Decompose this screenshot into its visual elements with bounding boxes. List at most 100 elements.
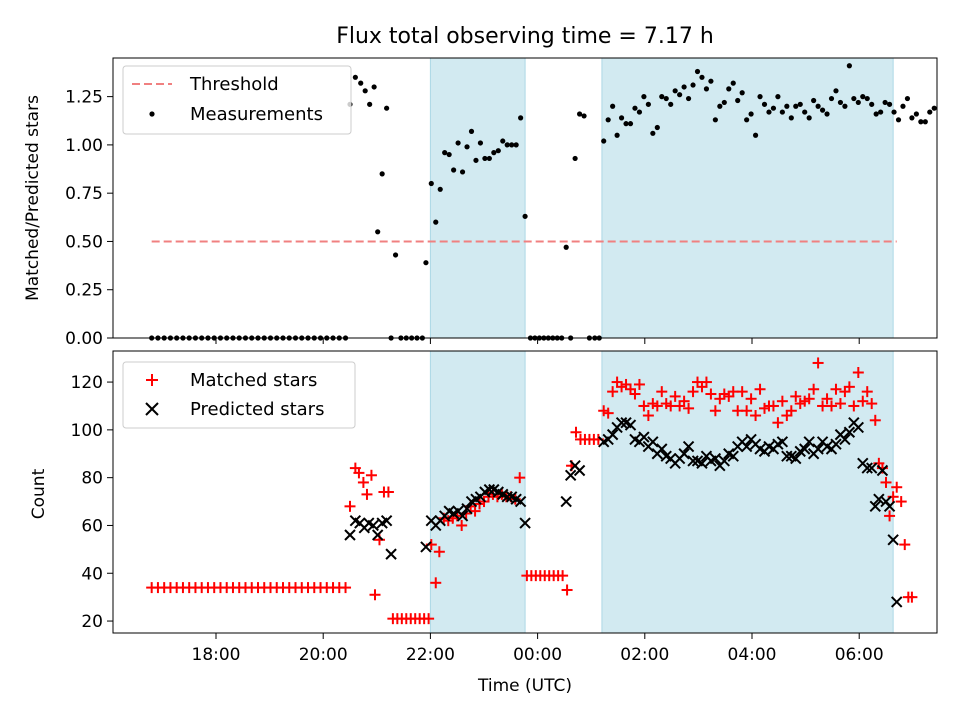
predicted-marker	[560, 495, 572, 508]
y-tick-label: 0.75	[65, 184, 103, 204]
count-legend: Matched stars Predicted stars	[122, 361, 356, 429]
matched-marker	[433, 546, 445, 558]
matched-marker	[869, 414, 881, 426]
measurement-point	[717, 103, 723, 109]
predicted-marker	[696, 457, 708, 470]
measurements-legend-label: Measurements	[190, 104, 323, 125]
predicted-marker	[740, 440, 753, 453]
measurement-point	[770, 105, 777, 111]
matched-marker	[683, 402, 695, 414]
x-tick-label: 20:00	[299, 645, 348, 665]
matched-marker	[772, 417, 784, 429]
predicted-marker	[798, 443, 811, 455]
measurement-point	[473, 157, 479, 163]
measurement-point	[904, 95, 911, 102]
count-x-ticks: 18:00 20:00 22:00 00:00 02:00 04:00 06:00	[192, 633, 884, 665]
predicted-marker	[519, 517, 531, 529]
matched-marker	[895, 496, 907, 508]
measurement-point	[886, 101, 893, 107]
matched-marker	[430, 577, 442, 589]
predicted-marker	[456, 510, 469, 522]
measurement-point	[869, 101, 875, 107]
measurement-point	[491, 150, 497, 156]
measurement-point	[775, 94, 781, 100]
predicted-marker	[385, 548, 397, 560]
measurement-point	[459, 169, 466, 175]
measurement-point	[677, 92, 683, 98]
measurement-point	[482, 155, 488, 162]
matched-marker	[669, 390, 681, 402]
measurement-point	[618, 115, 625, 121]
matched-marker	[700, 376, 712, 388]
matched-marker	[754, 383, 766, 395]
matched-marker	[656, 386, 668, 398]
predicted-marker	[865, 462, 878, 474]
measurement-point	[486, 155, 492, 162]
measurement-point	[681, 84, 687, 90]
matched-marker	[642, 410, 654, 422]
ratio-shaded-intervals	[429, 57, 894, 339]
measurement-point	[572, 155, 578, 162]
predicted-legend-label: Predicted stars	[190, 399, 324, 420]
matched-marker	[357, 476, 369, 488]
measurement-point	[873, 111, 879, 117]
matched-marker	[633, 378, 645, 390]
matched-marker	[884, 510, 896, 522]
matched-marker	[629, 388, 641, 400]
measurement-point	[828, 95, 835, 102]
matched-marker	[821, 393, 833, 405]
matched-marker	[361, 488, 373, 500]
measurement-point	[837, 99, 844, 106]
measurement-point	[864, 95, 870, 102]
measurement-point	[846, 63, 852, 69]
measurement-point	[623, 121, 629, 127]
ratio-y-axis-label: Matched/Predicted stars	[23, 95, 43, 301]
matched-marker	[861, 386, 873, 398]
y-tick-label: 40	[81, 564, 103, 584]
measurement-point	[504, 142, 510, 148]
matched-marker	[369, 589, 381, 601]
matched-marker	[736, 386, 748, 398]
matched-marker	[745, 393, 757, 405]
measurement-point	[757, 94, 763, 100]
measurement-point	[367, 101, 373, 107]
predicted-marker	[869, 500, 881, 513]
y-tick-label: 0.50	[65, 232, 103, 252]
count-axes: 20 40 60 80 100 120 18:00 20:00 22:00 00:00 02:00…	[29, 350, 938, 696]
matched-marker	[776, 395, 788, 407]
measurement-point	[806, 115, 812, 121]
measurement-point	[371, 84, 377, 90]
measurement-point	[703, 86, 710, 92]
measurement-point	[739, 90, 745, 96]
predicted-marker	[656, 443, 668, 455]
predicted-marker	[812, 443, 824, 455]
measurement-point	[379, 171, 385, 177]
predicted-marker	[803, 436, 815, 448]
ratio-y-ticks: 0.00 0.25 0.50 0.75 1.00 1.25	[65, 88, 113, 349]
matched-marker	[880, 476, 892, 488]
matched-marker	[857, 395, 869, 407]
threshold-legend-label: Threshold	[189, 74, 279, 95]
measurement-point	[641, 94, 647, 100]
predicted-marker	[876, 464, 889, 477]
measurement-point	[437, 186, 443, 192]
measurement-point	[900, 103, 906, 109]
measurement-point	[685, 95, 692, 102]
x-tick-label: 00:00	[513, 645, 562, 665]
y-tick-label: 0.00	[65, 329, 103, 349]
matched-marker	[906, 591, 918, 603]
observing-interval	[601, 57, 894, 339]
matched-marker	[852, 367, 864, 379]
matched-marker	[750, 410, 762, 422]
predicted-marker	[682, 440, 695, 453]
measurement-point	[811, 97, 817, 104]
measurement-point	[891, 109, 897, 115]
measurement-point	[721, 99, 727, 106]
count-y-ticks: 20 40 60 80 100 120	[71, 373, 113, 632]
matched-marker	[353, 467, 365, 479]
measurement-point	[451, 167, 457, 173]
measurement-point	[659, 94, 665, 100]
predicted-marker	[367, 519, 379, 532]
predicted-markers	[344, 416, 903, 608]
